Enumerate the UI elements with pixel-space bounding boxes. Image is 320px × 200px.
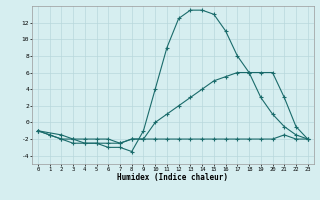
X-axis label: Humidex (Indice chaleur): Humidex (Indice chaleur) bbox=[117, 173, 228, 182]
